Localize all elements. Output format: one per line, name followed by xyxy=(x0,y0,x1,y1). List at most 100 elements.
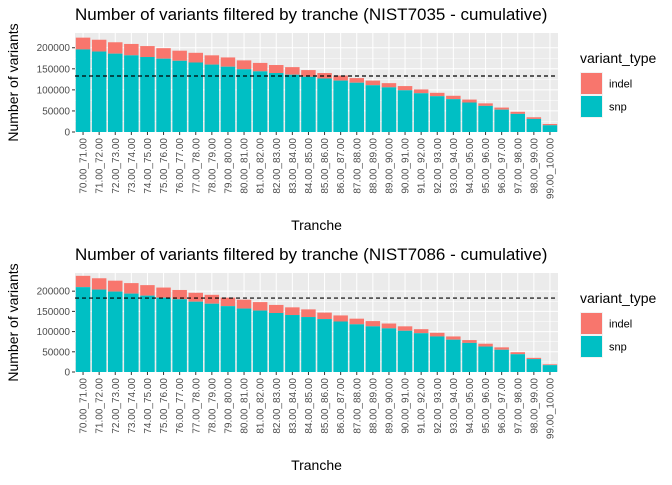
bar-indel-85.00_86.00 xyxy=(317,312,332,320)
legend-label-indel: indel xyxy=(609,79,632,91)
x-tick-label: 74.00_75.00 xyxy=(143,378,154,434)
bar-indel-94.00_95.00 xyxy=(462,340,477,343)
legend-title: variant_type xyxy=(580,290,656,306)
bar-snp-71.00_72.00 xyxy=(91,51,107,132)
bar-indel-98.00_99.00 xyxy=(526,117,542,119)
bar-indel-79.00_80.00 xyxy=(220,57,236,67)
x-tick-label: 97.00_98.00 xyxy=(513,138,524,194)
legend-swatch-snp xyxy=(581,96,602,117)
x-tick-label: 93.00_94.00 xyxy=(449,378,460,434)
x-tick-label: 79.00_80.00 xyxy=(223,138,234,194)
bar-indel-75.00_76.00 xyxy=(156,48,171,59)
bar-snp-96.00_97.00 xyxy=(494,109,509,132)
x-tick-label: 73.00_74.00 xyxy=(127,378,138,434)
bar-snp-90.00_91.00 xyxy=(397,330,413,372)
x-tick-label: 85.00_86.00 xyxy=(320,378,331,434)
bar-snp-85.00_86.00 xyxy=(317,319,332,372)
bar-snp-93.00_94.00 xyxy=(446,99,461,132)
x-tick-label: 86.00_87.00 xyxy=(336,138,347,194)
bar-snp-70.00_71.00 xyxy=(75,49,91,132)
x-tick-label: 91.00_92.00 xyxy=(417,138,428,194)
y-tick-label: 100000 xyxy=(37,85,71,96)
plot-panel xyxy=(75,33,558,132)
y-tick-label: 50000 xyxy=(42,347,70,358)
bar-snp-82.00_83.00 xyxy=(269,73,284,132)
bar-snp-88.00_89.00 xyxy=(365,326,381,372)
y-tick-label: 150000 xyxy=(37,64,71,75)
bar-indel-77.00_78.00 xyxy=(188,52,203,63)
bar-indel-73.00_74.00 xyxy=(124,283,139,294)
bar-indel-92.00_93.00 xyxy=(430,332,445,337)
bar-indel-71.00_72.00 xyxy=(91,39,107,52)
bar-indel-99.00_100.00 xyxy=(542,364,558,366)
bar-snp-77.00_78.00 xyxy=(188,62,203,132)
bar-snp-75.00_76.00 xyxy=(156,58,171,132)
bar-snp-96.00_97.00 xyxy=(494,349,509,372)
bar-indel-88.00_89.00 xyxy=(365,80,381,86)
bar-indel-81.00_82.00 xyxy=(252,62,268,72)
x-tick-label: 72.00_73.00 xyxy=(111,138,122,194)
bar-snp-78.00_79.00 xyxy=(204,303,220,372)
bar-indel-95.00_96.00 xyxy=(478,103,493,106)
bar-snp-75.00_76.00 xyxy=(156,297,171,372)
x-tick-label: 82.00_83.00 xyxy=(272,138,283,194)
bar-snp-91.00_92.00 xyxy=(413,333,429,372)
bar-snp-90.00_91.00 xyxy=(397,90,413,132)
bar-indel-70.00_71.00 xyxy=(75,275,91,288)
bar-indel-72.00_73.00 xyxy=(108,42,123,54)
bar-indel-94.00_95.00 xyxy=(462,99,477,103)
x-tick-label: 70.00_71.00 xyxy=(79,378,90,434)
bar-indel-83.00_84.00 xyxy=(285,307,300,316)
chart-title: Number of variants filtered by tranche (… xyxy=(75,5,547,24)
bar-snp-98.00_99.00 xyxy=(526,118,542,132)
x-tick-label: 87.00_88.00 xyxy=(352,138,363,194)
bar-snp-78.00_79.00 xyxy=(204,64,220,132)
bar-indel-73.00_74.00 xyxy=(124,43,139,56)
bar-snp-92.00_93.00 xyxy=(430,336,445,372)
bar-snp-98.00_99.00 xyxy=(526,359,542,372)
bar-snp-87.00_88.00 xyxy=(349,324,364,372)
y-tick-label: 200000 xyxy=(37,287,71,298)
bar-indel-82.00_83.00 xyxy=(269,65,284,74)
bar-snp-76.00_77.00 xyxy=(172,299,187,372)
x-tick-label: 90.00_91.00 xyxy=(401,138,412,194)
x-tick-label: 81.00_82.00 xyxy=(256,378,267,434)
bar-snp-83.00_84.00 xyxy=(285,74,300,132)
bar-indel-75.00_76.00 xyxy=(156,287,171,298)
bar-snp-94.00_95.00 xyxy=(462,102,477,132)
bar-indel-70.00_71.00 xyxy=(75,37,91,50)
y-tick-label: 150000 xyxy=(37,307,71,318)
x-tick-label: 92.00_93.00 xyxy=(433,378,444,434)
bar-snp-73.00_74.00 xyxy=(124,55,139,132)
x-tick-label: 83.00_84.00 xyxy=(288,138,299,194)
x-tick-label: 71.00_72.00 xyxy=(95,378,106,434)
bar-snp-73.00_74.00 xyxy=(124,293,139,372)
bar-snp-99.00_100.00 xyxy=(542,365,558,372)
legend-label-snp: snp xyxy=(609,342,627,354)
x-tick-label: 88.00_89.00 xyxy=(368,138,379,194)
bar-snp-76.00_77.00 xyxy=(172,60,187,132)
x-tick-label: 81.00_82.00 xyxy=(256,138,267,194)
x-tick-label: 96.00_97.00 xyxy=(497,138,508,194)
bar-indel-80.00_81.00 xyxy=(236,60,252,70)
x-tick-label: 99.00_100.00 xyxy=(545,378,556,440)
bar-indel-96.00_97.00 xyxy=(494,347,509,350)
bar-indel-78.00_79.00 xyxy=(204,55,220,65)
bar-indel-78.00_79.00 xyxy=(204,294,220,304)
bar-indel-74.00_75.00 xyxy=(140,285,155,296)
y-tick-label: 50000 xyxy=(42,106,70,117)
bar-indel-90.00_91.00 xyxy=(397,86,413,91)
x-tick-label: 78.00_79.00 xyxy=(207,138,218,194)
bar-indel-84.00_85.00 xyxy=(301,70,316,77)
bar-snp-74.00_75.00 xyxy=(140,295,155,372)
x-tick-label: 76.00_77.00 xyxy=(175,378,186,434)
bar-snp-80.00_81.00 xyxy=(236,308,252,372)
legend-label-indel: indel xyxy=(609,319,632,331)
x-tick-label: 98.00_99.00 xyxy=(529,138,540,194)
bar-indel-91.00_92.00 xyxy=(413,329,429,334)
bar-indel-87.00_88.00 xyxy=(349,318,364,325)
x-tick-label: 90.00_91.00 xyxy=(401,378,412,434)
x-tick-label: 89.00_90.00 xyxy=(384,378,395,434)
